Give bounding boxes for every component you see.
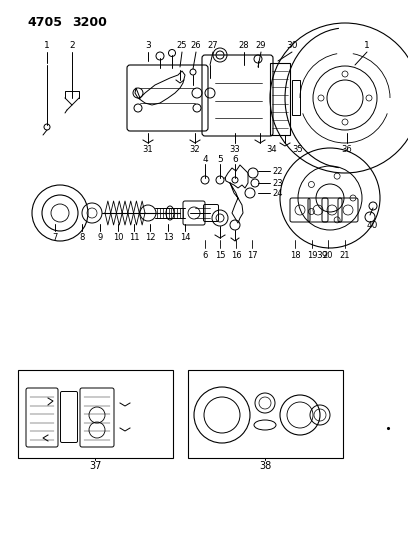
- Text: 23: 23: [273, 179, 283, 188]
- Text: 14: 14: [180, 233, 190, 243]
- Text: 40: 40: [366, 221, 378, 230]
- Text: 7: 7: [52, 233, 58, 243]
- Text: 24: 24: [273, 189, 283, 198]
- Text: 37: 37: [89, 461, 101, 471]
- Bar: [292, 80, 300, 115]
- Text: 10: 10: [113, 233, 123, 243]
- Text: 8: 8: [79, 233, 85, 243]
- Text: 2: 2: [69, 42, 75, 51]
- Text: 4705: 4705: [27, 17, 62, 29]
- Text: 1: 1: [364, 42, 370, 51]
- Text: 28: 28: [239, 42, 249, 51]
- Bar: [270, 63, 290, 135]
- Bar: [18, 370, 173, 458]
- Text: 31: 31: [143, 144, 153, 154]
- Text: 32: 32: [190, 144, 200, 154]
- Text: 18: 18: [290, 251, 300, 260]
- Text: 30: 30: [286, 42, 298, 51]
- Text: 35: 35: [293, 144, 303, 154]
- Text: 39: 39: [316, 251, 328, 260]
- Text: 5: 5: [217, 156, 223, 165]
- Text: 26: 26: [191, 42, 201, 51]
- Text: 29: 29: [256, 42, 266, 51]
- Text: 16: 16: [231, 251, 241, 260]
- Text: 27: 27: [208, 42, 218, 51]
- Text: 33: 33: [230, 144, 240, 154]
- Text: 25: 25: [177, 42, 187, 51]
- Text: 13: 13: [163, 233, 173, 243]
- Text: 6: 6: [232, 156, 238, 165]
- Text: 11: 11: [129, 233, 139, 243]
- Text: 12: 12: [145, 233, 155, 243]
- Text: 9: 9: [98, 233, 103, 243]
- Text: 21: 21: [340, 251, 350, 260]
- Text: 6: 6: [202, 251, 208, 260]
- Text: 15: 15: [215, 251, 225, 260]
- Text: 38: 38: [259, 461, 271, 471]
- Text: 17: 17: [247, 251, 257, 260]
- Text: 22: 22: [273, 166, 283, 175]
- Text: 19: 19: [307, 251, 317, 260]
- Text: 34: 34: [267, 144, 277, 154]
- Text: 36: 36: [341, 144, 353, 154]
- Text: 1: 1: [44, 42, 50, 51]
- Text: 3200: 3200: [73, 17, 107, 29]
- Text: 20: 20: [323, 251, 333, 260]
- Text: 3: 3: [145, 42, 151, 51]
- Text: 4: 4: [202, 156, 208, 165]
- Bar: [188, 370, 343, 458]
